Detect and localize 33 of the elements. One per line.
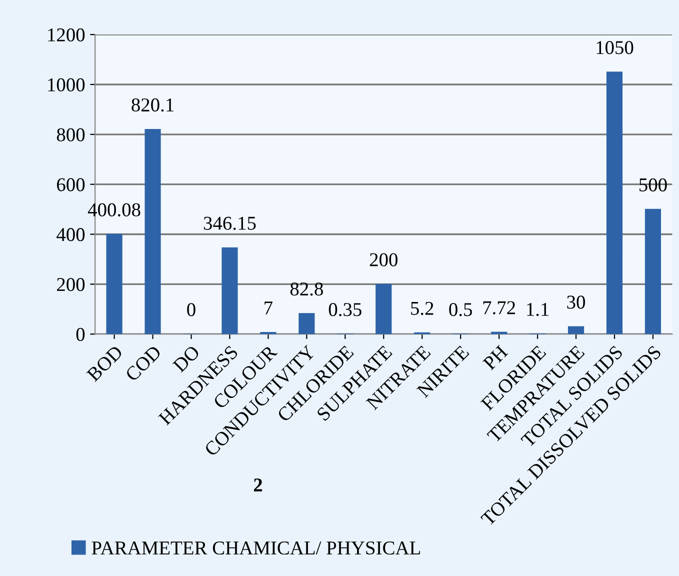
y-tick-label: 800 xyxy=(56,128,85,142)
data-label: 1050 xyxy=(596,41,634,54)
data-label: 346.15 xyxy=(204,216,256,230)
bar xyxy=(222,247,238,334)
data-label: 500 xyxy=(640,178,667,192)
data-label: 30 xyxy=(567,296,585,309)
x-axis-title: 2 xyxy=(254,478,262,492)
y-tick-label: 1200 xyxy=(48,28,85,42)
y-tick-label: 1000 xyxy=(48,78,85,92)
x-tick-label: COD xyxy=(124,344,162,382)
bar xyxy=(298,313,315,334)
y-tick-label: 200 xyxy=(57,278,85,292)
bar xyxy=(606,72,623,334)
data-label: 400.08 xyxy=(88,203,140,216)
data-label: 7.72 xyxy=(483,301,516,314)
legend-label: PARAMETER CHAMICAL/ PHYSICAL xyxy=(92,541,420,555)
data-label: 820.1 xyxy=(132,98,174,112)
data-label: 0 xyxy=(187,303,196,316)
y-tick-label: 400 xyxy=(56,228,85,242)
data-label: 7 xyxy=(264,302,273,314)
data-label: 1.1 xyxy=(527,302,549,316)
data-label: 82.8 xyxy=(290,282,323,296)
y-tick-label: 600 xyxy=(57,178,85,192)
bar xyxy=(106,234,122,334)
data-label: 200 xyxy=(370,253,398,266)
bar xyxy=(144,129,161,334)
data-label: 0.5 xyxy=(449,302,472,316)
bar xyxy=(376,284,392,334)
data-label: 5.2 xyxy=(411,302,434,316)
data-label: 0.35 xyxy=(328,303,362,316)
y-tick-label: 0 xyxy=(76,328,85,342)
bar xyxy=(644,208,662,334)
bar xyxy=(568,326,584,334)
